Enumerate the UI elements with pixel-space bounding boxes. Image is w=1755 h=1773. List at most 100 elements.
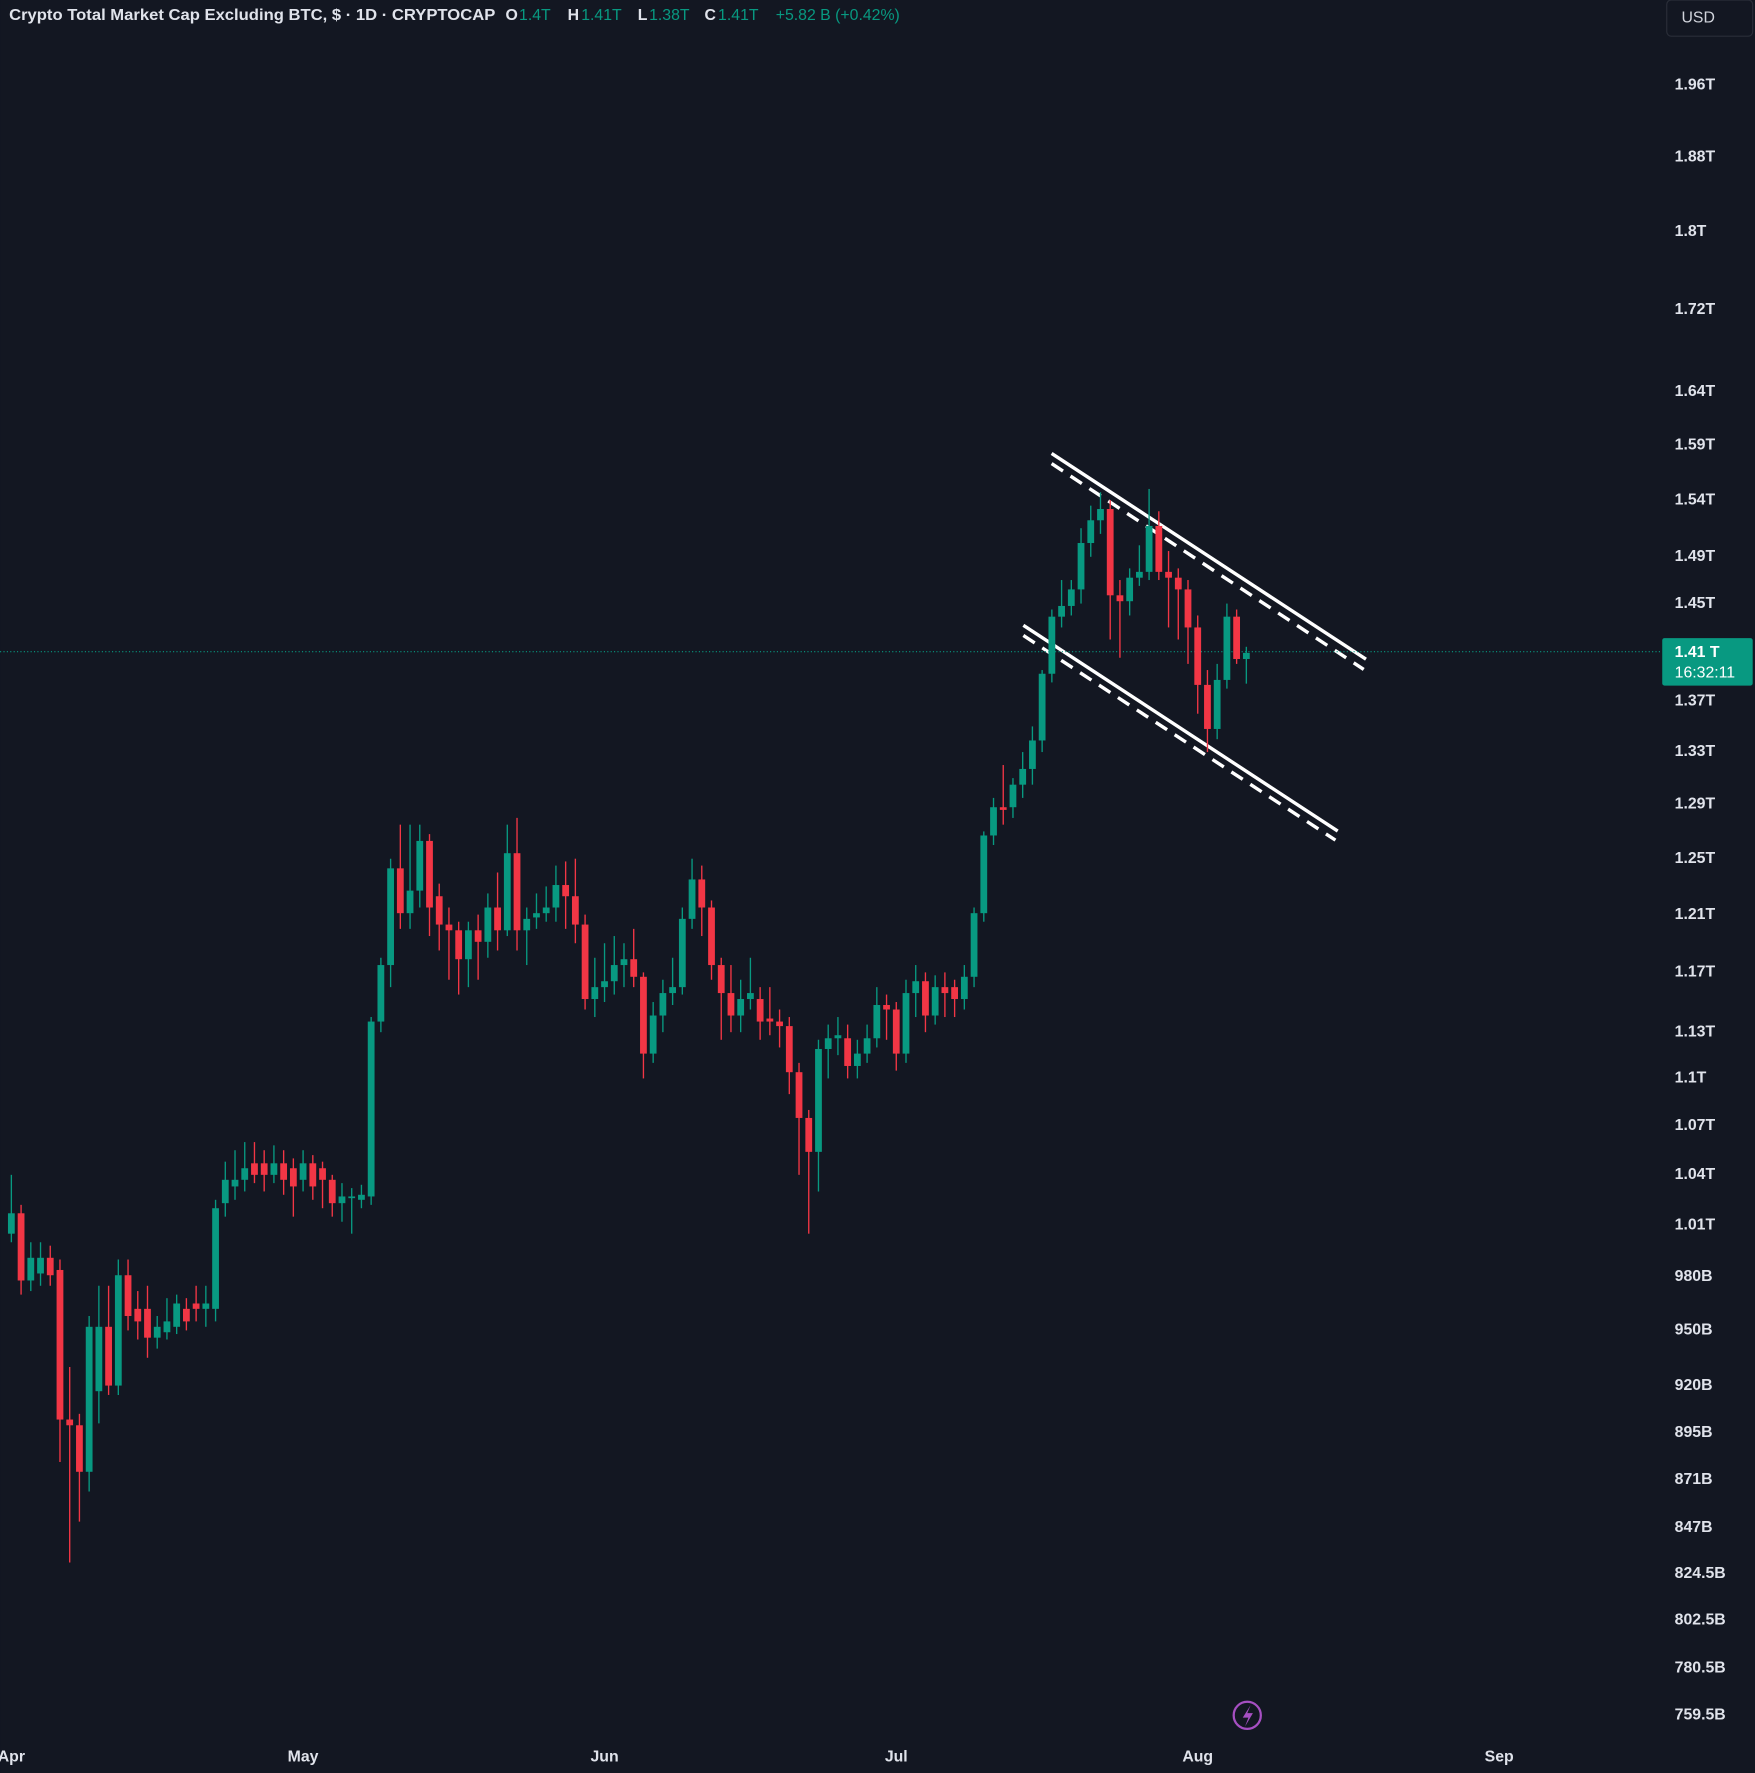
- change: +5.82 B (+0.42%): [776, 7, 900, 24]
- candle-body: [853, 1053, 861, 1066]
- y-tick-label: 1.04T: [1675, 1166, 1716, 1183]
- candle-body: [66, 1419, 74, 1426]
- candle-body: [416, 840, 424, 891]
- candle-body: [27, 1257, 35, 1281]
- candle-body: [1213, 679, 1221, 729]
- y-tick-label: 895B: [1675, 1424, 1713, 1441]
- ohlc-key: H: [568, 7, 579, 24]
- candle-body: [426, 840, 433, 908]
- candle-body: [309, 1163, 317, 1187]
- candle-body: [892, 1009, 900, 1054]
- y-tick-label: 1.88T: [1675, 148, 1716, 165]
- candle-body: [1009, 784, 1017, 808]
- candle-body: [805, 1117, 813, 1152]
- candle-body: [785, 1026, 793, 1073]
- y-tick-label: 1.07T: [1675, 1117, 1716, 1134]
- y-tick-label: 1.29T: [1675, 796, 1716, 813]
- candle-body: [513, 853, 521, 931]
- candle-body: [484, 907, 492, 942]
- candle-body: [1097, 509, 1104, 521]
- candle-body: [863, 1038, 871, 1054]
- candle-body: [1067, 589, 1075, 606]
- y-tick-label: 1.21T: [1675, 906, 1716, 923]
- candle-body: [1174, 577, 1182, 590]
- candle-body: [630, 959, 638, 977]
- candle-body: [1048, 616, 1056, 674]
- trend-line: [1022, 623, 1339, 833]
- candle-body: [815, 1048, 822, 1152]
- candle-body: [747, 993, 754, 1000]
- y-tick-label: 1.01T: [1675, 1216, 1716, 1233]
- candle-body: [999, 807, 1007, 810]
- candle-body: [1135, 571, 1143, 578]
- price-tag: [1662, 638, 1753, 686]
- ohlc-key: L: [638, 7, 648, 24]
- candle-body: [1155, 525, 1163, 572]
- candle-body: [1087, 520, 1095, 544]
- y-tick-label: 1.49T: [1675, 548, 1716, 565]
- trend-line-dashed: [1022, 634, 1337, 842]
- candle-body: [1184, 589, 1192, 628]
- alert-icon[interactable]: [1232, 1700, 1262, 1731]
- chart-title: Crypto Total Market Cap Excluding BTC, $…: [9, 7, 496, 24]
- candle-body: [727, 993, 735, 1016]
- price-tag-label: 1.41 T: [1675, 644, 1720, 661]
- candle-body: [105, 1326, 112, 1386]
- candle-body: [737, 999, 745, 1016]
- candle-body: [134, 1308, 142, 1322]
- candle-body: [280, 1163, 288, 1180]
- candle-body: [494, 907, 501, 931]
- candles: [7, 488, 1250, 1563]
- x-tick-label: Aug: [1182, 1748, 1213, 1765]
- candle-body: [1029, 740, 1036, 769]
- candle-body: [1204, 684, 1211, 729]
- candle-body: [474, 930, 482, 942]
- y-tick-label: 871B: [1675, 1471, 1713, 1488]
- candle-body: [795, 1072, 803, 1118]
- candle-body: [377, 965, 385, 1022]
- candle-body: [922, 981, 929, 1016]
- candle-body: [562, 885, 570, 897]
- price-tag-countdown: 16:32:11: [1675, 664, 1736, 681]
- candle-body: [1223, 616, 1231, 680]
- candle-body: [212, 1208, 219, 1309]
- currency-button[interactable]: [1666, 0, 1754, 37]
- candle-body: [1126, 577, 1134, 602]
- candle-body: [844, 1038, 852, 1066]
- y-tick-label: 1.33T: [1675, 743, 1716, 760]
- candle-body: [231, 1179, 239, 1187]
- candle-body: [455, 930, 463, 960]
- candle-body: [1145, 525, 1153, 572]
- y-tick-label: 824.5B: [1675, 1565, 1726, 1582]
- candle-body: [299, 1163, 307, 1180]
- candle-body: [124, 1275, 132, 1317]
- channel-lines: [1022, 452, 1367, 842]
- candle-body: [270, 1163, 278, 1175]
- candle-body: [941, 987, 949, 994]
- candle-body: [960, 976, 968, 1000]
- candle-body: [348, 1196, 356, 1199]
- ohlc-value: 1.41T: [718, 7, 759, 24]
- ohlc-value: 1.4T: [519, 7, 551, 24]
- candle-body: [46, 1257, 54, 1276]
- currency-label[interactable]: USD: [1681, 9, 1714, 26]
- y-tick-label: 759.5B: [1675, 1706, 1726, 1723]
- candle-body: [338, 1196, 346, 1204]
- candle-body: [776, 1021, 783, 1027]
- candle-body: [951, 987, 959, 1000]
- candle-body: [396, 868, 404, 914]
- candle-body: [970, 913, 978, 977]
- candle-body: [289, 1168, 297, 1187]
- y-tick-label: 1.96T: [1675, 77, 1716, 94]
- y-tick-label: 1.8T: [1675, 223, 1707, 240]
- x-tick-label: Sep: [1485, 1748, 1514, 1765]
- candle-body: [678, 918, 686, 988]
- candle-body: [435, 896, 443, 925]
- candle-body: [873, 1005, 881, 1039]
- y-tick-label: 1.64T: [1675, 383, 1716, 400]
- candle-body: [95, 1326, 103, 1392]
- x-tick-label: May: [288, 1748, 319, 1765]
- ohlc-key: C: [704, 7, 715, 24]
- candle-body: [912, 981, 920, 994]
- candle-body: [620, 959, 628, 966]
